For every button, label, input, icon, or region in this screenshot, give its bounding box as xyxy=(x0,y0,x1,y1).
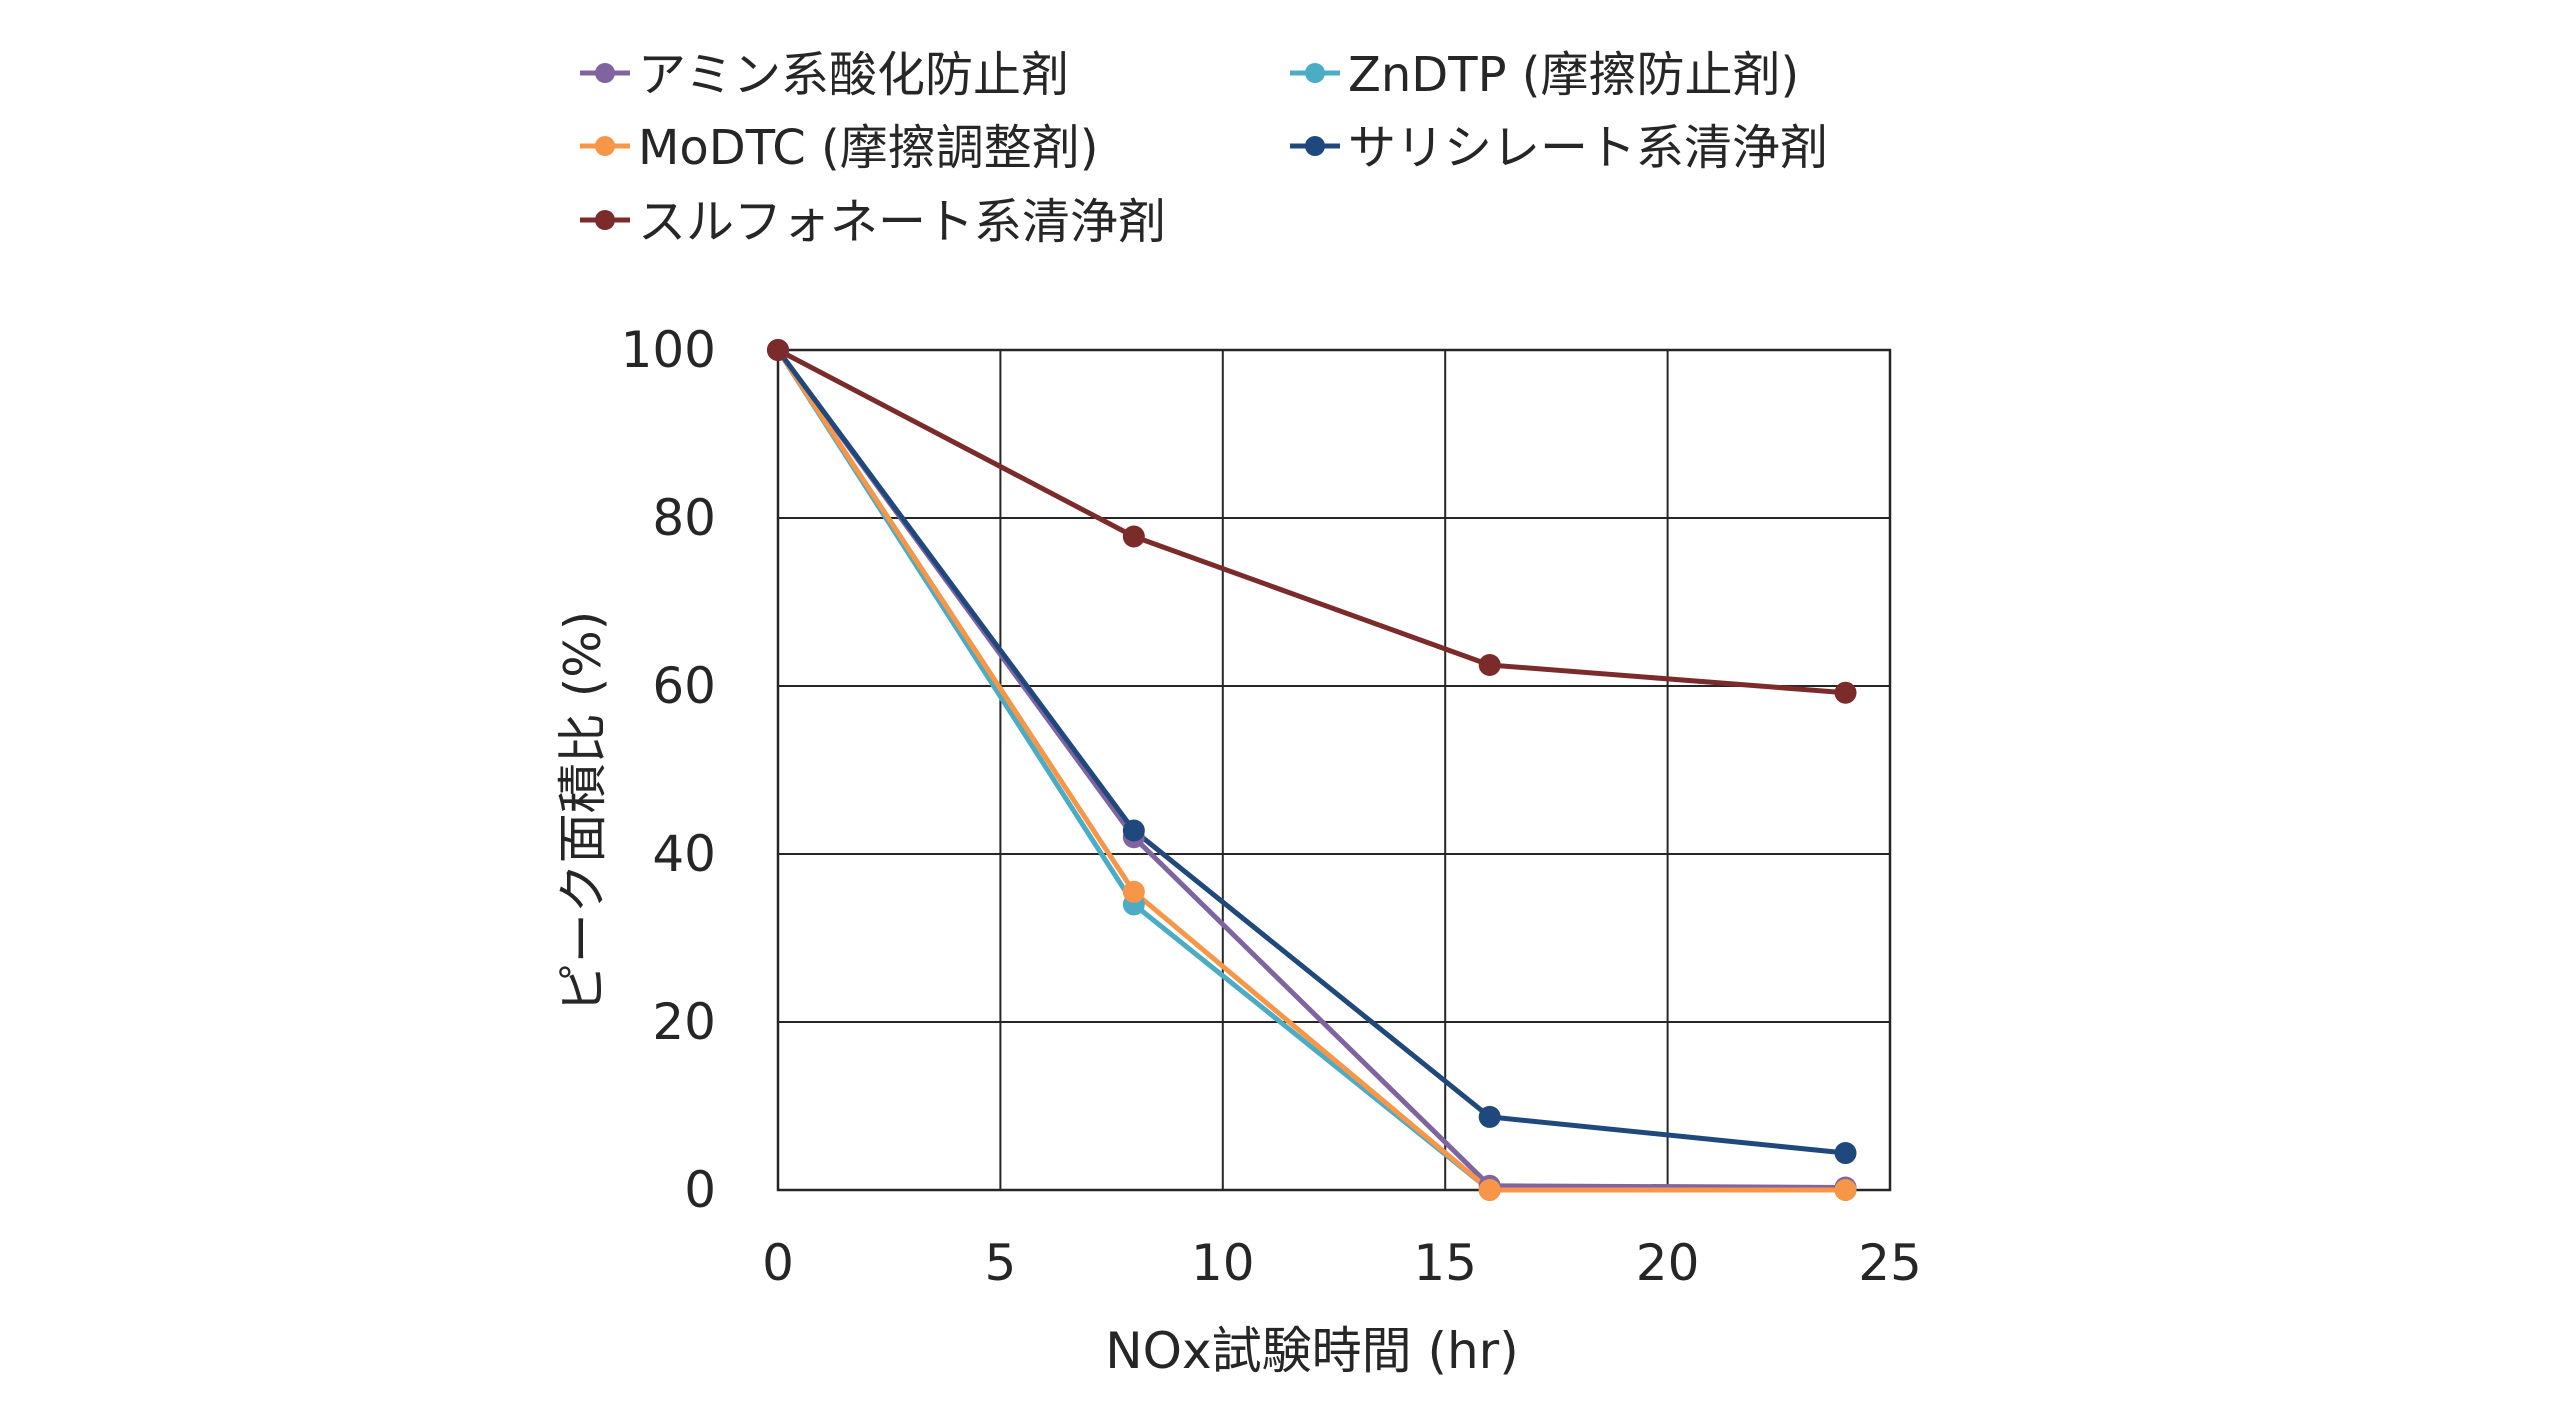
y-tick-label: 100 xyxy=(621,321,716,379)
legend: アミン系酸化防止剤 ZnDTP (摩擦防止剤) MoDTC (摩擦調整剤) サリシレー… xyxy=(580,47,1828,250)
series-line-3 xyxy=(775,348,1846,1156)
x-tick-label: 10 xyxy=(1191,1234,1255,1292)
data-point xyxy=(1834,1142,1857,1165)
legend-label: アミン系酸化防止剤 xyxy=(638,47,1069,103)
x-axis-title: NOx試験時間 (hr) xyxy=(1105,1322,1519,1380)
legend-entry: MoDTC (摩擦調整剤) xyxy=(580,120,1098,176)
series-line-0 xyxy=(775,348,1846,1190)
x-tick-label: 15 xyxy=(1413,1234,1477,1292)
series-line-2 xyxy=(775,348,1846,1193)
legend-swatch-marker xyxy=(1305,136,1325,156)
legend-label: ZnDTP (摩擦防止剤) xyxy=(1348,47,1799,103)
data-point xyxy=(1834,681,1857,704)
series-line-4 xyxy=(776,347,1846,696)
legend-label: サリシレート系清浄剤 xyxy=(1348,120,1828,176)
x-tick-label: 20 xyxy=(1636,1234,1700,1292)
plot-area-border xyxy=(776,348,1892,1192)
series-points xyxy=(767,339,1857,1201)
x-tick-label: 5 xyxy=(984,1234,1016,1292)
data-point xyxy=(1122,525,1145,548)
legend-label: スルフォネート系清浄剤 xyxy=(638,194,1166,250)
data-point xyxy=(1834,1179,1857,1201)
legend-entry: サリシレート系清浄剤 xyxy=(1290,120,1828,176)
y-tick-label: 60 xyxy=(652,657,716,715)
data-point xyxy=(1122,880,1145,903)
x-tick-label: 0 xyxy=(762,1234,794,1292)
data-point xyxy=(1478,1179,1501,1201)
legend-swatch-marker xyxy=(595,136,615,156)
legend-swatch-marker xyxy=(595,210,615,230)
legend-label: MoDTC (摩擦調整剤) xyxy=(638,120,1098,176)
legend-swatch-marker xyxy=(595,63,615,83)
data-point xyxy=(1478,1105,1501,1128)
axes: 0 5 10 15 20 25 0 20 40 60 80 100 xyxy=(621,321,1922,1292)
legend-swatch-marker xyxy=(1305,63,1325,83)
legend-entry: アミン系酸化防止剤 xyxy=(580,47,1069,103)
y-tick-label: 20 xyxy=(652,993,716,1051)
legend-entry: スルフォネート系清浄剤 xyxy=(580,194,1166,250)
y-tick-label: 0 xyxy=(684,1161,716,1219)
y-tick-label: 40 xyxy=(652,825,716,883)
data-point xyxy=(1478,654,1501,676)
data-point xyxy=(1122,819,1145,842)
legend-entry: ZnDTP (摩擦防止剤) xyxy=(1290,47,1799,103)
data-point xyxy=(767,339,789,361)
series-line-1 xyxy=(775,348,1846,1193)
grid xyxy=(778,350,1890,1190)
series-lines xyxy=(775,347,1846,1193)
y-axis-title: ピーク面積比 (%) xyxy=(554,611,612,1013)
y-tick-label: 80 xyxy=(652,489,716,547)
x-tick-label: 25 xyxy=(1858,1234,1922,1292)
